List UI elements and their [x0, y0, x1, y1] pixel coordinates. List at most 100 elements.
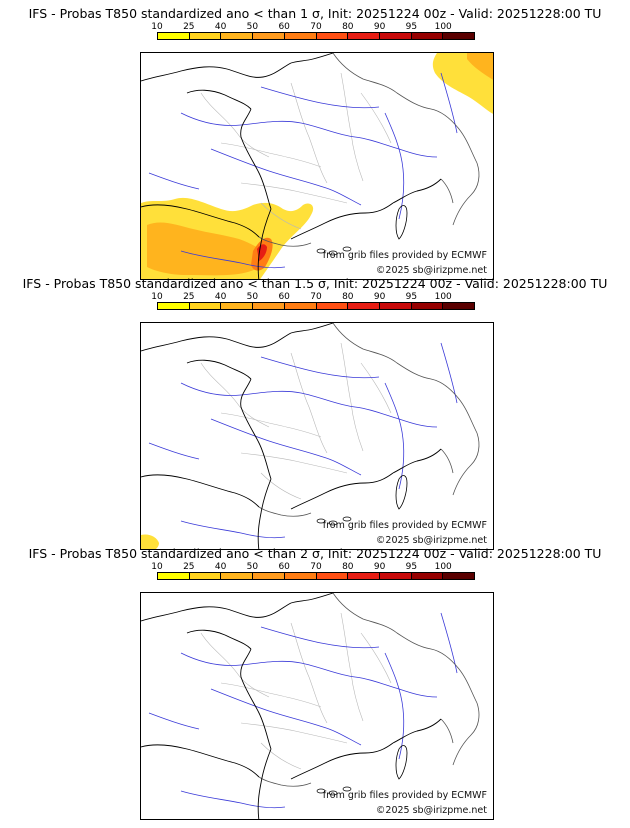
legend-label: 25 — [183, 292, 195, 302]
national-borders — [258, 593, 480, 787]
legend-label: 90 — [373, 562, 386, 572]
legend-swatch — [443, 573, 475, 579]
france-map — [141, 593, 480, 819]
legend-label: 100 — [434, 562, 452, 572]
legend-swatch — [284, 573, 317, 579]
color-legend: 10 25 40 50 60 70 80 90 95 100 — [151, 562, 475, 580]
legend-label: 50 — [246, 292, 259, 302]
island-outline — [342, 786, 352, 792]
prob-area-northeast-inner — [467, 53, 493, 80]
copyright-credit: ©2025 sb@irizpme.net — [375, 805, 487, 816]
island-outline — [316, 788, 326, 794]
map-panel-2: IFS - Probas T850 standardized ano < tha… — [0, 276, 630, 550]
color-legend: 10 25 40 50 60 70 80 90 95 100 — [151, 292, 475, 310]
legend-labels: 10 25 40 50 60 70 80 90 95 100 — [151, 562, 475, 572]
legend-label: 50 — [246, 562, 259, 572]
admin-boundaries — [200, 72, 392, 230]
legend-swatch — [284, 33, 317, 39]
legend-label: 40 — [214, 22, 227, 32]
legend-label: 60 — [278, 292, 290, 302]
legend-swatch — [221, 573, 254, 579]
legend-label: 25 — [183, 22, 195, 32]
prob-area-pyrenees-core — [257, 244, 267, 261]
corsica-outline — [395, 205, 408, 240]
map-panel-3: IFS - Probas T850 standardized ano < tha… — [0, 546, 630, 820]
legend-label: 95 — [405, 22, 418, 32]
source-credit: from grib files provided by ECMWF — [322, 520, 487, 531]
legend-label: 100 — [434, 22, 452, 32]
legend-swatch — [189, 573, 222, 579]
legend-bar — [157, 572, 475, 580]
legend-label: 10 — [151, 22, 163, 32]
legend-label: 80 — [342, 292, 354, 302]
legend-label: 10 — [151, 292, 163, 302]
france-map — [141, 323, 480, 549]
legend-swatch — [348, 573, 380, 579]
probability-shading — [141, 53, 493, 279]
legend-swatch — [316, 303, 349, 309]
map-panel-1: IFS - Probas T850 standardized ano < tha… — [0, 6, 630, 280]
copyright-credit: ©2025 sb@irizpme.net — [375, 265, 487, 276]
coastlines — [141, 593, 442, 819]
legend-label: 25 — [183, 562, 195, 572]
panel-title: IFS - Probas T850 standardized ano < tha… — [28, 546, 602, 561]
legend-label: 10 — [151, 562, 163, 572]
legend-swatch — [221, 33, 254, 39]
rivers — [148, 342, 458, 539]
legend-label: 90 — [373, 22, 386, 32]
legend-swatch — [253, 303, 285, 309]
legend-label: 60 — [278, 562, 290, 572]
island-outline — [328, 790, 338, 796]
island-outline — [316, 518, 326, 524]
legend-label: 95 — [405, 292, 418, 302]
legend-swatch — [221, 303, 254, 309]
map-lines — [141, 53, 480, 279]
island-outline — [328, 250, 338, 256]
legend-swatch — [348, 33, 380, 39]
legend-label: 70 — [310, 22, 322, 32]
probability-shading — [141, 534, 159, 549]
legend-label: 50 — [246, 22, 259, 32]
island-outline — [328, 520, 338, 526]
legend-label: 80 — [342, 22, 354, 32]
legend-label: 90 — [373, 292, 386, 302]
legend-swatch — [253, 573, 285, 579]
island-outline — [316, 248, 326, 254]
legend-label: 80 — [342, 562, 354, 572]
panel-title: IFS - Probas T850 standardized ano < tha… — [22, 276, 608, 291]
rivers — [148, 72, 458, 269]
legend-swatch — [189, 33, 222, 39]
map-frame[interactable]: from grib files provided by ECMWF ©2025 … — [140, 52, 494, 280]
map-lines — [141, 593, 480, 819]
legend-swatch — [316, 33, 349, 39]
legend-swatch — [379, 573, 412, 579]
legend-swatch — [443, 303, 475, 309]
legend-swatch — [443, 33, 475, 39]
legend-label: 70 — [310, 562, 322, 572]
legend-swatch — [253, 33, 285, 39]
legend-label: 70 — [310, 292, 322, 302]
legend-swatch — [284, 303, 317, 309]
legend-swatch — [158, 33, 190, 39]
legend-swatch — [348, 303, 380, 309]
rivers — [148, 612, 458, 809]
map-frame[interactable]: from grib files provided by ECMWF ©2025 … — [140, 322, 494, 550]
legend-swatch — [189, 303, 222, 309]
legend-swatch — [158, 303, 190, 309]
legend-swatch — [316, 573, 349, 579]
france-map — [141, 53, 493, 279]
admin-boundaries — [200, 342, 392, 500]
legend-swatch — [411, 303, 444, 309]
copyright-credit: ©2025 sb@irizpme.net — [375, 535, 487, 546]
map-lines — [141, 323, 480, 549]
legend-swatch — [411, 573, 444, 579]
prob-area-southwest-inner — [147, 222, 270, 276]
source-credit: from grib files provided by ECMWF — [322, 250, 487, 261]
prob-area-bottom-left — [141, 534, 159, 549]
legend-bar — [157, 32, 475, 40]
source-credit: from grib files provided by ECMWF — [322, 790, 487, 801]
island-outline — [342, 516, 352, 522]
map-frame[interactable]: from grib files provided by ECMWF ©2025 … — [140, 592, 494, 820]
legend-label: 40 — [214, 562, 227, 572]
legend-swatch — [411, 33, 444, 39]
